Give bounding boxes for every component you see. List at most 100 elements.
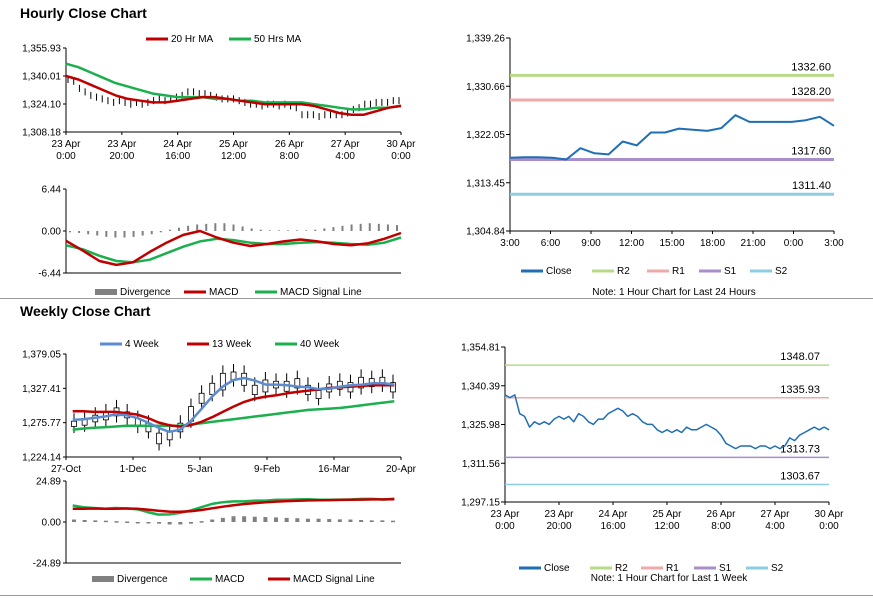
legend-weekly-pivot-r1-label: R1: [666, 563, 679, 574]
weekly-candle-body: [390, 382, 396, 393]
weekly-divergence-bar: [178, 522, 183, 525]
weekly-pivot-x-tick-label: 23 Apr: [491, 509, 521, 520]
hourly-pivot-x-tick-label: 6:00: [541, 238, 561, 249]
legend-hourly-divergence-swatch: [95, 289, 117, 295]
weekly-pivot-x-tick-label: 24 Apr: [599, 509, 629, 520]
weekly-pivot-x-tick-label: 8:00: [711, 521, 731, 532]
weekly-divergence-bar: [82, 520, 87, 522]
weekly-close-x-tick-label: 20-Apr: [386, 464, 417, 475]
hourly-close-x-tick-label: 25 Apr: [219, 139, 249, 150]
hourly-pivot-level-label: 1332.60: [791, 61, 831, 73]
hourly-pivot-y-tick-label: 1,313.45: [466, 178, 505, 189]
weekly-candle-body: [358, 376, 365, 389]
weekly-pivot-x-tick-label: 4:00: [765, 521, 785, 532]
hourly-close-y-tick-label: 1,355.93: [22, 44, 61, 55]
weekly-close-y-tick-label: 1,327.41: [22, 384, 61, 395]
hourly-pivot-level-label: 1311.40: [792, 180, 831, 192]
hourly-close-line: [509, 114, 835, 161]
weekly-candle-body: [251, 384, 258, 395]
weekly-close-y-tick-label: 1,224.14: [22, 453, 61, 464]
weekly-note: Note: 1 Hour Chart for Last 1 Week: [590, 573, 748, 584]
weekly-pivot-x-tick-label: 27 Apr: [761, 509, 791, 520]
hourly-close-x-tick-label: 0:00: [56, 151, 76, 162]
weekly-divergence-bar: [135, 522, 140, 524]
hourly-pivot-x-tick-label: 21:00: [740, 238, 765, 249]
legend-weekly-pivot-r2-label: R2: [615, 563, 628, 574]
weekly-close-x-tick-label: 1-Dec: [120, 464, 147, 475]
weekly-pivot-x-tick-label: 30 Apr: [815, 509, 845, 520]
legend-weekly-macd-label: MACD: [215, 574, 244, 585]
hourly-close-x-tick-label: 30 Apr: [387, 139, 417, 150]
weekly-divergence-bar: [337, 519, 342, 522]
hourly-macd-y-tick-label: -6.44: [38, 269, 61, 280]
weekly-divergence-bar: [305, 518, 310, 522]
hourly-pivot-level-label: 1328.20: [791, 86, 831, 98]
legend-weekly-pivot-close-label: Close: [544, 563, 570, 574]
weekly-divergence-bar: [210, 519, 215, 522]
weekly-pivot-y-tick-label: 1,311.56: [462, 459, 501, 470]
weekly-close-line: [504, 394, 830, 450]
weekly-pivot-x-tick-label: 0:00: [495, 521, 515, 532]
weekly-divergence-bar: [157, 522, 162, 524]
weekly-pivot-y-tick-label: 1,340.39: [461, 381, 500, 392]
hourly-macd-y-tick-label: 0.00: [42, 227, 62, 238]
hourly-close-x-tick-label: 27 Apr: [331, 139, 361, 150]
weekly-divergence-bar: [316, 518, 321, 522]
legend-hourly-signal-label: MACD Signal Line: [280, 287, 362, 298]
weekly-divergence-bar: [284, 517, 289, 522]
weekly-divergence-bar: [348, 519, 353, 522]
weekly-4week-line: [72, 376, 395, 434]
weekly-candle-body: [198, 392, 205, 404]
weekly-divergence-bar: [220, 517, 225, 522]
weekly-40week-line: [72, 399, 395, 432]
weekly-macd-y-tick-label: -24.89: [33, 559, 62, 570]
bottom-divider: [0, 595, 873, 596]
section-divider: [0, 298, 873, 299]
hourly-pivot-y-tick-label: 1,339.26: [466, 34, 505, 45]
weekly-pivot-y-tick-label: 1,297.15: [461, 498, 500, 509]
weekly-pivot-level-label: 1303.67: [780, 470, 820, 482]
weekly-divergence-bar: [93, 520, 98, 522]
weekly-pivot-x-tick-label: 23 Apr: [545, 509, 575, 520]
hourly-close-y-tick-label: 1,324.10: [22, 100, 61, 111]
weekly-divergence-bar: [369, 520, 374, 522]
weekly-section-title: Weekly Close Chart: [20, 303, 151, 319]
hourly-close-x-tick-label: 23 Apr: [107, 139, 137, 150]
weekly-macd-y-tick-label: 0.00: [42, 518, 62, 529]
weekly-close-y-tick-label: 1,275.77: [22, 418, 61, 429]
weekly-divergence-bar: [167, 522, 172, 525]
weekly-pivot-x-tick-label: 26 Apr: [707, 509, 737, 520]
weekly-divergence-bar: [242, 516, 247, 522]
weekly-candle-body: [294, 378, 301, 389]
weekly-close-x-tick-label: 16-Mar: [318, 464, 350, 475]
legend-20hr-ma-label: 20 Hr MA: [171, 34, 214, 45]
hourly-close-x-tick-label: 8:00: [280, 151, 300, 162]
weekly-divergence-bar: [188, 522, 193, 524]
hourly-pivot-x-tick-label: 0:00: [784, 238, 804, 249]
weekly-divergence-bar: [199, 521, 204, 523]
hourly-close-x-tick-label: 24 Apr: [163, 139, 193, 150]
weekly-candle-body: [156, 432, 162, 445]
hourly-pivot-y-tick-label: 1,304.84: [466, 227, 505, 238]
weekly-close-x-tick-label: 5-Jan: [187, 464, 212, 475]
hourly-pivot-level-label: 1317.60: [791, 145, 831, 157]
weekly-divergence-bar: [252, 516, 257, 522]
hourly-pivot-y-tick-label: 1,330.66: [466, 82, 505, 93]
hourly-pivot-x-tick-label: 18:00: [700, 238, 725, 249]
legend-hourly-macd-label: MACD: [209, 287, 238, 298]
hourly-pivot-x-tick-label: 15:00: [659, 238, 684, 249]
weekly-macd-y-tick-label: 24.89: [36, 477, 61, 488]
weekly-pivot-y-tick-label: 1,325.98: [461, 420, 500, 431]
legend-hourly-pivot-r1-label: R1: [672, 266, 685, 277]
weekly-pivot-x-tick-label: 25 Apr: [653, 509, 683, 520]
weekly-divergence-bar: [231, 516, 236, 522]
hourly-close-x-tick-label: 4:00: [335, 151, 355, 162]
legend-hourly-pivot-close-label: Close: [546, 266, 572, 277]
weekly-divergence-bar: [380, 520, 385, 522]
legend-13-week-label: 13 Week: [212, 339, 252, 350]
weekly-divergence-bar: [103, 520, 108, 523]
weekly-pivot-x-tick-label: 16:00: [600, 521, 625, 532]
legend-weekly-pivot-s2-label: S2: [771, 563, 784, 574]
weekly-pivot-x-tick-label: 12:00: [654, 521, 679, 532]
